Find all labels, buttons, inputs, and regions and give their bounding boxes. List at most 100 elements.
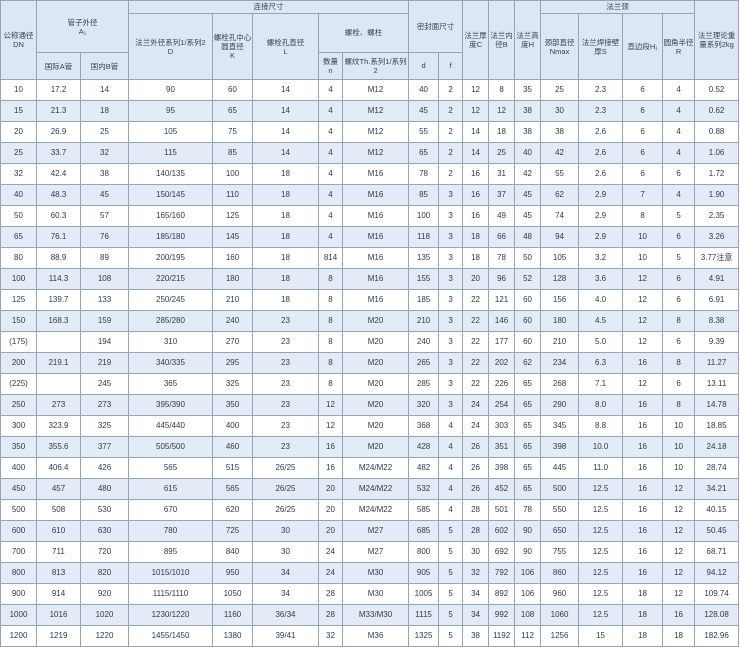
table-cell: 5	[438, 520, 464, 542]
table-cell-dn: 600	[0, 520, 37, 542]
table-cell: 602	[488, 520, 516, 542]
table-cell: 20	[318, 478, 343, 500]
table-header: 公称通径DN 管子外径 A₁ 连接尺寸 密封面尺寸 法兰厚度C 法兰内径B 法兰高…	[0, 0, 740, 80]
table-cell: 16	[622, 499, 664, 521]
table-cell: 565	[212, 478, 253, 500]
table-cell: 12	[662, 478, 696, 500]
header-bolts: 螺栓、螺柱	[317, 13, 410, 53]
table-cell: 250/245	[128, 289, 213, 311]
table-cell: 14	[252, 79, 319, 101]
table-cell: 60	[514, 331, 542, 353]
table-cell: 48.3	[36, 184, 81, 206]
table-cell: 325	[80, 415, 129, 437]
table-row: 700 711 720 895 840 30 24 M27 800 5 30 692 90 755 12.5…	[0, 541, 740, 563]
table-cell: 5	[438, 583, 464, 605]
table-cell: 18	[252, 226, 319, 248]
table-cell: 515	[212, 457, 253, 479]
table-cell: 13.11	[694, 373, 740, 395]
table-cell: 780	[128, 520, 213, 542]
table-cell: 26	[462, 457, 490, 479]
table-cell: 685	[408, 520, 440, 542]
table-cell: 12.5	[578, 520, 624, 542]
table-cell: M16	[341, 247, 410, 269]
table-cell: 34	[462, 604, 490, 626]
table-cell: 12	[488, 100, 516, 122]
table-cell: 905	[408, 562, 440, 584]
table-cell: 37	[488, 184, 516, 206]
table-cell: 106	[514, 583, 542, 605]
table-cell: 90	[514, 520, 542, 542]
table-cell: 12	[662, 499, 696, 521]
table-cell: 12	[662, 583, 696, 605]
table-cell: 400	[212, 415, 253, 437]
table-cell-dn: 1200	[0, 625, 37, 647]
table-cell: 895	[128, 541, 213, 563]
table-cell: 60.3	[36, 205, 81, 227]
header-intl-pipe: 国际A管	[36, 52, 81, 80]
table-cell: 177	[488, 331, 516, 353]
table-cell: M12	[341, 79, 410, 101]
table-cell: 10	[622, 226, 664, 248]
table-cell: 38	[540, 121, 580, 143]
table-cell: 3	[438, 289, 464, 311]
table-cell: 65	[514, 415, 542, 437]
table-cell: 50	[514, 247, 542, 269]
table-cell: 52	[514, 268, 542, 290]
table-cell: 14.78	[694, 394, 740, 416]
table-cell: 355.6	[36, 436, 81, 458]
table-cell: 323.9	[36, 415, 81, 437]
table-cell: 94	[540, 226, 580, 248]
table-cell: 452	[488, 478, 516, 500]
table-cell: 445	[540, 457, 580, 479]
table-cell: 6.91	[694, 289, 740, 311]
table-cell: 18	[252, 247, 319, 269]
table-cell-dn: 100	[0, 268, 37, 290]
table-cell: M20	[341, 373, 410, 395]
table-cell: 12	[318, 415, 343, 437]
table-cell: 194	[80, 331, 129, 353]
header-fillet-label: 圆角半径R	[663, 37, 694, 56]
table-cell: 34	[462, 583, 490, 605]
table-cell: 18	[252, 205, 319, 227]
header-dn-label: 公称通径DN	[3, 31, 34, 49]
table-cell: 508	[36, 499, 81, 521]
table-cell: 1050	[212, 583, 253, 605]
table-cell: 33.7	[36, 142, 81, 164]
table-cell: 1160	[212, 604, 253, 626]
table-cell: 800	[408, 541, 440, 563]
table-cell: 530	[80, 499, 129, 521]
table-cell: 457	[36, 478, 81, 500]
table-row: 50 60.3 57 165/160 125 18 4 M16 100 3 16 49 45 74 2.9 8…	[0, 205, 740, 227]
header-connection: 连接尺寸	[127, 0, 410, 14]
table-cell: 550	[540, 499, 580, 521]
header-bolt-center: 螺栓孔中心圆直径 K	[212, 13, 253, 80]
table-cell: M30	[341, 583, 410, 605]
table-row: 500 508 530 670 620 26/25 20 M24/M22 585 4 28 501 78…	[0, 499, 740, 521]
header-flange-id: 法兰内径B	[488, 0, 516, 80]
header-straight: 直边段H₁	[622, 13, 664, 80]
table-cell: 615	[128, 478, 213, 500]
table-cell: 62	[540, 184, 580, 206]
table-cell: 860	[540, 562, 580, 584]
table-row: 200 219.1 219 340/335 295 23 8 M20 265 3 22 202 62 23…	[0, 352, 740, 374]
table-cell: 1115/1110	[128, 583, 213, 605]
table-cell: 90	[514, 541, 542, 563]
table-row: (175) 194 310 270 23 8 M20 240 3 22 177 60 210 5.0 12 6…	[0, 331, 740, 353]
table-cell: 16	[318, 436, 343, 458]
table-cell: 11.27	[694, 352, 740, 374]
table-cell: 36/34	[252, 604, 319, 626]
table-cell: 40	[408, 79, 440, 101]
table-cell: 18	[662, 625, 696, 647]
header-neck-base: 颈部直径Nmax	[540, 13, 580, 80]
table-cell: 4	[662, 184, 696, 206]
table-cell: 755	[540, 541, 580, 563]
table-cell: 10.0	[578, 436, 624, 458]
table-cell: 16	[662, 604, 696, 626]
table-cell: 14	[252, 100, 319, 122]
table-cell: 2.3	[578, 100, 624, 122]
table-cell: 20	[462, 268, 490, 290]
header-weight: 法兰理论重量系列2kg	[694, 0, 740, 80]
table-cell: 49	[488, 205, 516, 227]
